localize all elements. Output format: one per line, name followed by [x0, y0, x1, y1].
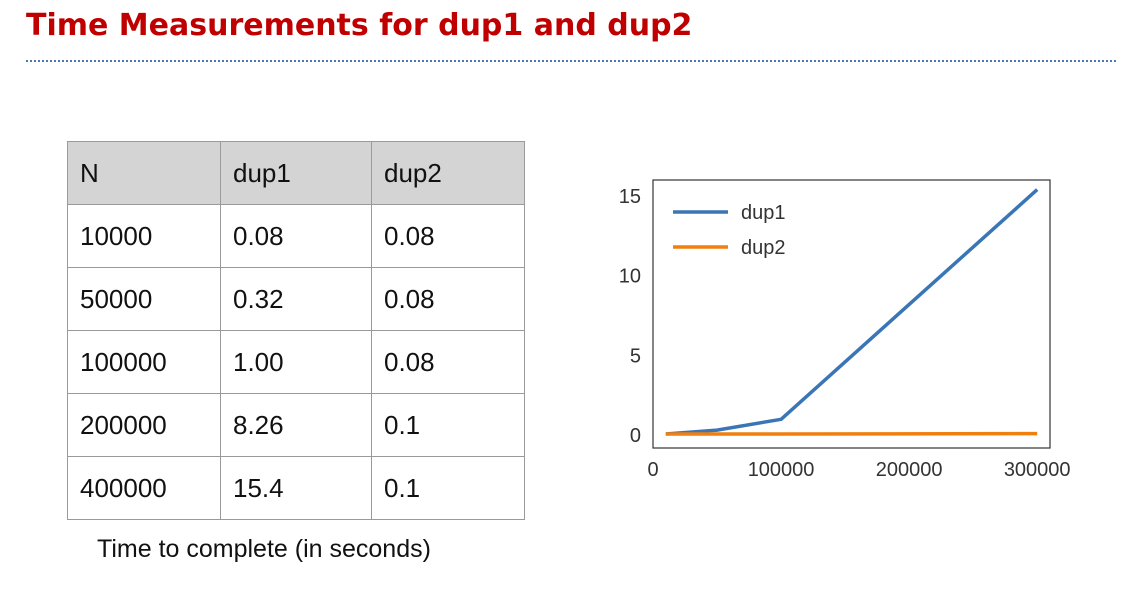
x-tick-label: 0 [647, 459, 658, 481]
cell-dup2: 0.08 [371, 267, 525, 331]
slide-title: Time Measurements for dup1 and dup2 [26, 8, 693, 43]
cell-n: 200000 [67, 393, 221, 457]
y-tick-label: 0 [630, 425, 641, 447]
cell-dup1: 8.26 [220, 393, 372, 457]
timing-line-chart: 0 5 10 15 0 100000 200000 300000 dup1 dup2 [619, 179, 1071, 481]
cell-dup2: 0.08 [371, 330, 525, 394]
table-row: 400000 15.4 0.1 [67, 456, 525, 520]
table-header-row: N dup1 dup2 [67, 141, 525, 205]
cell-n: 100000 [67, 330, 221, 394]
table-row: 200000 8.26 0.1 [67, 393, 525, 457]
y-tick-label: 15 [619, 186, 641, 208]
cell-dup2: 0.1 [371, 393, 525, 457]
timing-table: N dup1 dup2 10000 0.08 0.08 50000 0.32 0… [67, 141, 525, 520]
header-dup1: dup1 [220, 141, 372, 205]
header-n: N [67, 141, 221, 205]
table-row: 10000 0.08 0.08 [67, 204, 525, 268]
x-tick-label: 200000 [876, 459, 943, 481]
cell-dup2: 0.1 [371, 456, 525, 520]
table-row: 100000 1.00 0.08 [67, 330, 525, 394]
y-tick-label: 10 [619, 266, 641, 288]
cell-dup1: 0.32 [220, 267, 372, 331]
legend-label: dup2 [741, 237, 786, 259]
y-tick-label: 5 [630, 345, 641, 367]
cell-n: 50000 [67, 267, 221, 331]
legend-label: dup1 [741, 202, 786, 224]
plot-area [652, 179, 1051, 449]
cell-dup1: 1.00 [220, 330, 372, 394]
x-tick-label: 100000 [748, 459, 815, 481]
header-dup2: dup2 [371, 141, 525, 205]
series-line-dup1 [665, 188, 1039, 436]
table-caption: Time to complete (in seconds) [97, 535, 431, 563]
cell-dup2: 0.08 [371, 204, 525, 268]
cell-n: 400000 [67, 456, 221, 520]
table-row: 50000 0.32 0.08 [67, 267, 525, 331]
cell-dup1: 15.4 [220, 456, 372, 520]
x-tick-label: 300000 [1004, 459, 1071, 481]
cell-dup1: 0.08 [220, 204, 372, 268]
title-divider [26, 60, 1116, 62]
cell-n: 10000 [67, 204, 221, 268]
